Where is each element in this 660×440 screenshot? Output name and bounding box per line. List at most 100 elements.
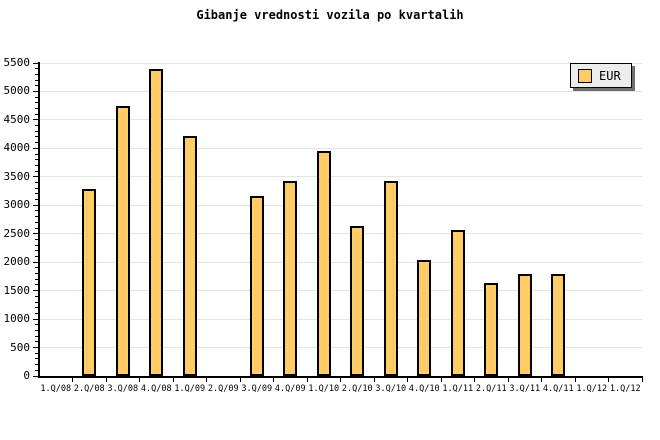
y-tick — [33, 290, 38, 292]
bar — [417, 259, 432, 376]
y-tick-label: 5500 — [3, 56, 31, 69]
y-minor-tick — [35, 221, 38, 223]
gridline — [40, 147, 642, 149]
y-minor-tick — [35, 227, 38, 229]
y-tick-label: 5000 — [3, 84, 31, 98]
x-tick — [72, 378, 73, 382]
y-minor-tick — [35, 273, 38, 275]
bar — [283, 180, 298, 376]
x-tick-label: 4.Q/08 — [140, 384, 172, 394]
legend-swatch-icon — [578, 68, 592, 83]
y-minor-tick — [35, 267, 38, 269]
x-tick — [574, 378, 576, 382]
x-tick-label: 4.Q/09 — [274, 384, 306, 394]
y-tick — [33, 62, 38, 64]
y-tick — [33, 204, 38, 206]
x-tick-label: 2.Q/09 — [207, 384, 239, 394]
bar — [350, 225, 365, 376]
y-tick — [33, 375, 38, 377]
x-tick — [440, 378, 442, 382]
y-minor-tick — [35, 358, 38, 360]
y-tick — [33, 119, 38, 121]
x-tick — [306, 378, 308, 382]
bar — [182, 135, 197, 376]
x-tick-label: 1.Q/10 — [308, 384, 340, 394]
bar — [450, 229, 465, 376]
gridline — [40, 290, 642, 292]
y-minor-tick — [35, 193, 38, 195]
y-minor-tick — [35, 159, 38, 161]
bar — [115, 105, 130, 376]
y-minor-tick — [35, 341, 38, 343]
y-tick-label: 0 — [23, 369, 30, 382]
x-tick — [239, 378, 241, 382]
y-minor-tick — [35, 216, 38, 218]
x-tick-label: 4.Q/11 — [542, 384, 574, 394]
y-axis — [38, 62, 40, 376]
y-minor-tick — [35, 352, 38, 354]
gridline — [40, 233, 642, 235]
gridline — [40, 204, 642, 206]
gridline — [40, 62, 642, 64]
x-tick — [206, 378, 207, 382]
chart-title: Gibanje vrednosti vozila po kvartalih — [196, 8, 464, 22]
y-minor-tick — [35, 125, 38, 127]
x-tick — [407, 378, 408, 382]
x-tick — [273, 378, 274, 382]
x-tick-label: 3.Q/09 — [241, 384, 273, 394]
y-minor-tick — [35, 85, 38, 87]
x-tick-label: 3.Q/10 — [375, 384, 407, 394]
bar — [551, 273, 566, 376]
x-tick-label: 2.Q/11 — [475, 384, 507, 394]
x-axis — [38, 376, 643, 378]
gridline — [40, 90, 642, 92]
y-minor-tick — [35, 142, 38, 144]
x-tick — [474, 378, 475, 382]
y-minor-tick — [35, 187, 38, 189]
x-tick-label: 3.Q/08 — [107, 384, 139, 394]
legend: EUR — [570, 63, 632, 88]
gridline — [40, 261, 642, 263]
x-tick — [608, 378, 609, 382]
bar — [484, 282, 499, 376]
y-tick-label: 4500 — [3, 112, 31, 126]
bar — [82, 189, 97, 376]
y-minor-tick — [35, 210, 38, 212]
y-minor-tick — [35, 73, 38, 75]
y-minor-tick — [35, 153, 38, 155]
y-tick-label: 1000 — [3, 312, 31, 326]
x-tick — [541, 378, 542, 382]
y-minor-tick — [35, 255, 38, 257]
y-minor-tick — [35, 335, 38, 337]
y-minor-tick — [35, 329, 38, 331]
x-tick-label: 2.Q/10 — [341, 384, 373, 394]
x-tick — [641, 378, 643, 382]
y-tick-label: 4000 — [3, 141, 31, 155]
y-tick-label: 500 — [10, 340, 30, 354]
y-minor-tick — [35, 68, 38, 70]
y-tick-label: 1500 — [3, 283, 31, 297]
gridline — [40, 318, 642, 320]
x-tick — [172, 378, 174, 382]
y-tick-label: 3500 — [3, 169, 31, 183]
y-tick — [33, 318, 38, 320]
bar — [249, 196, 264, 376]
y-minor-tick — [35, 284, 38, 286]
x-tick-label: 1.Q/11 — [442, 384, 474, 394]
x-tick — [139, 378, 140, 382]
x-tick-label: 2.Q/08 — [73, 384, 105, 394]
bar — [383, 180, 398, 376]
y-minor-tick — [35, 108, 38, 110]
x-tick — [373, 378, 375, 382]
x-tick — [507, 378, 509, 382]
y-minor-tick — [35, 278, 38, 280]
y-tick — [33, 347, 38, 349]
x-tick-label: 1.Q/12 — [576, 384, 608, 394]
x-tick-label: 1.Q/09 — [174, 384, 206, 394]
y-minor-tick — [35, 182, 38, 183]
x-tick — [340, 378, 341, 382]
y-minor-tick — [35, 170, 38, 172]
y-tick — [33, 90, 38, 92]
y-tick-label: 2000 — [3, 255, 31, 269]
